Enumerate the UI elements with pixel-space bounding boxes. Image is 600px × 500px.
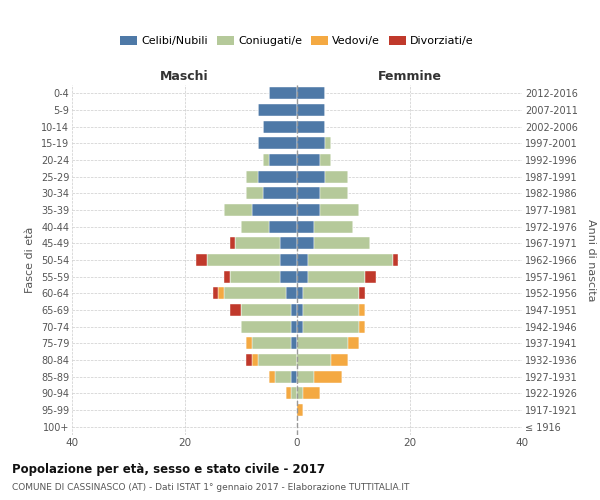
Bar: [292, 388, 297, 400]
Bar: [297, 370, 314, 382]
Bar: [280, 254, 297, 266]
Legend: Celibi/Nubili, Coniugati/e, Vedovi/e, Divorziati/e: Celibi/Nubili, Coniugati/e, Vedovi/e, Di…: [116, 31, 478, 50]
Bar: [297, 238, 314, 250]
Bar: [308, 270, 365, 282]
Bar: [207, 254, 280, 266]
Text: Popolazione per età, sesso e stato civile - 2017: Popolazione per età, sesso e stato civil…: [12, 462, 325, 475]
Bar: [235, 238, 280, 250]
Bar: [297, 104, 325, 116]
Bar: [297, 220, 314, 232]
Bar: [263, 188, 297, 200]
Bar: [302, 288, 359, 300]
Bar: [229, 238, 235, 250]
Bar: [257, 104, 297, 116]
Bar: [297, 304, 302, 316]
Bar: [365, 270, 376, 282]
Bar: [297, 254, 308, 266]
Bar: [257, 354, 297, 366]
Bar: [263, 120, 297, 132]
Bar: [252, 204, 297, 216]
Bar: [297, 320, 302, 332]
Bar: [297, 138, 325, 149]
Bar: [331, 354, 347, 366]
Bar: [275, 370, 292, 382]
Bar: [247, 338, 252, 349]
Bar: [297, 404, 302, 416]
Bar: [297, 288, 302, 300]
Bar: [297, 338, 347, 349]
Bar: [314, 370, 342, 382]
Bar: [292, 370, 297, 382]
Bar: [224, 204, 252, 216]
Bar: [347, 338, 359, 349]
Bar: [314, 238, 370, 250]
Bar: [292, 338, 297, 349]
Bar: [359, 304, 365, 316]
Bar: [269, 154, 297, 166]
Bar: [297, 204, 320, 216]
Bar: [297, 120, 325, 132]
Bar: [302, 304, 359, 316]
Bar: [257, 170, 297, 182]
Bar: [247, 354, 252, 366]
Bar: [297, 154, 320, 166]
Y-axis label: Anni di nascita: Anni di nascita: [586, 219, 596, 301]
Bar: [286, 388, 292, 400]
Bar: [229, 304, 241, 316]
Bar: [241, 320, 292, 332]
Bar: [297, 270, 308, 282]
Bar: [359, 320, 365, 332]
Bar: [218, 288, 224, 300]
Text: Femmine: Femmine: [377, 70, 442, 84]
Bar: [229, 270, 280, 282]
Bar: [212, 288, 218, 300]
Bar: [247, 188, 263, 200]
Bar: [297, 88, 325, 100]
Bar: [241, 220, 269, 232]
Bar: [269, 88, 297, 100]
Bar: [308, 254, 392, 266]
Bar: [359, 288, 365, 300]
Bar: [269, 220, 297, 232]
Bar: [297, 354, 331, 366]
Bar: [280, 270, 297, 282]
Bar: [297, 188, 320, 200]
Bar: [297, 388, 302, 400]
Bar: [241, 304, 292, 316]
Bar: [280, 238, 297, 250]
Bar: [269, 370, 275, 382]
Bar: [297, 170, 325, 182]
Y-axis label: Fasce di età: Fasce di età: [25, 227, 35, 293]
Bar: [325, 138, 331, 149]
Text: COMUNE DI CASSINASCO (AT) - Dati ISTAT 1° gennaio 2017 - Elaborazione TUTTITALIA: COMUNE DI CASSINASCO (AT) - Dati ISTAT 1…: [12, 482, 409, 492]
Bar: [325, 170, 347, 182]
Bar: [292, 304, 297, 316]
Bar: [302, 388, 320, 400]
Bar: [252, 338, 292, 349]
Bar: [292, 320, 297, 332]
Bar: [392, 254, 398, 266]
Bar: [252, 354, 257, 366]
Bar: [320, 188, 347, 200]
Bar: [196, 254, 207, 266]
Bar: [257, 138, 297, 149]
Bar: [263, 154, 269, 166]
Bar: [320, 154, 331, 166]
Bar: [302, 320, 359, 332]
Bar: [314, 220, 353, 232]
Bar: [247, 170, 257, 182]
Bar: [320, 204, 359, 216]
Bar: [224, 270, 229, 282]
Text: Maschi: Maschi: [160, 70, 209, 84]
Bar: [224, 288, 286, 300]
Bar: [286, 288, 297, 300]
